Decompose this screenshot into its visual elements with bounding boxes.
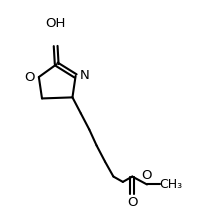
Text: O: O — [127, 196, 138, 209]
Text: CH₃: CH₃ — [160, 178, 183, 191]
Text: N: N — [80, 69, 90, 82]
Text: OH: OH — [45, 17, 66, 30]
Text: O: O — [142, 169, 152, 182]
Text: O: O — [25, 71, 35, 83]
